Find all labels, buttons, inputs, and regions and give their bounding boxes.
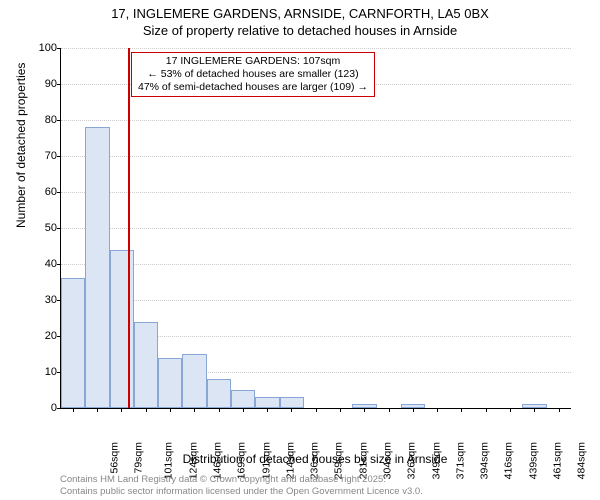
title-line1: 17, INGLEMERE GARDENS, ARNSIDE, CARNFORT… [111, 6, 489, 21]
y-tick-mark [57, 48, 61, 49]
x-tick-mark [243, 408, 244, 412]
gridline [61, 120, 571, 121]
x-tick-mark [73, 408, 74, 412]
x-tick-mark [559, 408, 560, 412]
x-tick-mark [510, 408, 511, 412]
y-tick-mark [57, 156, 61, 157]
gridline [61, 300, 571, 301]
x-tick-mark [194, 408, 195, 412]
histogram-bar [61, 278, 85, 408]
histogram-bar [255, 397, 279, 408]
x-tick-mark [170, 408, 171, 412]
y-tick-mark [57, 192, 61, 193]
x-tick-label: 484sqm [576, 442, 588, 479]
info-line2: ← 53% of detached houses are smaller (12… [147, 68, 358, 80]
x-tick-mark [364, 408, 365, 412]
gridline [61, 156, 571, 157]
chart-title: 17, INGLEMERE GARDENS, ARNSIDE, CARNFORT… [0, 0, 600, 40]
y-tick-mark [57, 228, 61, 229]
histogram-bar [110, 250, 134, 408]
property-marker-line [128, 48, 130, 408]
x-tick-mark [291, 408, 292, 412]
histogram-bar [231, 390, 255, 408]
histogram-bar [182, 354, 206, 408]
x-tick-mark [146, 408, 147, 412]
y-tick-label: 30 [31, 294, 57, 306]
histogram-bar [134, 322, 158, 408]
x-tick-mark [267, 408, 268, 412]
x-tick-mark [461, 408, 462, 412]
attribution: Contains HM Land Registry data © Crown c… [60, 474, 423, 497]
histogram-bar [158, 358, 182, 408]
plot-area: 010203040506070809010056sqm79sqm101sqm12… [60, 48, 571, 409]
y-tick-label: 0 [31, 402, 57, 414]
gridline [61, 264, 571, 265]
histogram-bar [280, 397, 304, 408]
gridline [61, 192, 571, 193]
x-tick-mark [534, 408, 535, 412]
x-tick-mark [389, 408, 390, 412]
y-tick-label: 90 [31, 78, 57, 90]
info-box: 17 INGLEMERE GARDENS: 107sqm ← 53% of de… [131, 52, 375, 97]
histogram-bar [85, 127, 109, 408]
histogram-bar [207, 379, 231, 408]
y-tick-label: 40 [31, 258, 57, 270]
y-tick-mark [57, 84, 61, 85]
x-tick-mark [219, 408, 220, 412]
y-tick-label: 10 [31, 366, 57, 378]
y-tick-label: 20 [31, 330, 57, 342]
info-line3: 47% of semi-detached houses are larger (… [138, 81, 368, 93]
y-tick-label: 100 [31, 42, 57, 54]
attribution-line2: Contains public sector information licen… [60, 486, 423, 497]
x-tick-mark [340, 408, 341, 412]
y-tick-label: 60 [31, 186, 57, 198]
title-line2: Size of property relative to detached ho… [143, 23, 457, 38]
attribution-line1: Contains HM Land Registry data © Crown c… [60, 474, 386, 485]
y-tick-mark [57, 408, 61, 409]
x-tick-mark [316, 408, 317, 412]
x-tick-mark [121, 408, 122, 412]
x-tick-mark [486, 408, 487, 412]
y-tick-mark [57, 120, 61, 121]
x-tick-mark [437, 408, 438, 412]
info-line1: 17 INGLEMERE GARDENS: 107sqm [166, 55, 340, 67]
x-axis-label: Distribution of detached houses by size … [60, 452, 570, 466]
gridline [61, 228, 571, 229]
y-tick-label: 80 [31, 114, 57, 126]
y-tick-mark [57, 264, 61, 265]
x-tick-mark [413, 408, 414, 412]
y-tick-label: 70 [31, 150, 57, 162]
chart-container: 17, INGLEMERE GARDENS, ARNSIDE, CARNFORT… [0, 0, 600, 500]
y-tick-label: 50 [31, 222, 57, 234]
x-tick-mark [97, 408, 98, 412]
y-axis-label: Number of detached properties [14, 63, 28, 228]
gridline [61, 48, 571, 49]
